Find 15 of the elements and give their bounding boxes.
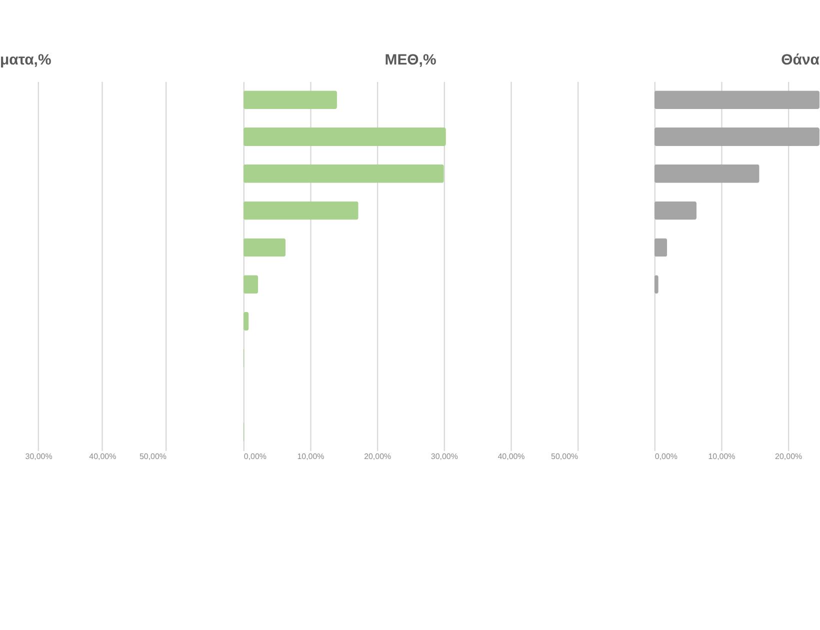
chart-title: ματα,% xyxy=(0,51,52,68)
x-tick-label: 10,00% xyxy=(708,452,736,461)
x-tick-label: 50,00% xyxy=(139,452,166,461)
x-tick-label: 30,00% xyxy=(430,452,458,461)
x-tick-label: 30,00% xyxy=(25,452,52,461)
x-tick-label: 40,00% xyxy=(498,452,525,461)
x-tick-label: 50,00% xyxy=(551,452,578,461)
x-tick-label: 20,00% xyxy=(364,452,392,461)
x-tick-label: 20,00% xyxy=(775,452,802,461)
chart-title: ΜΕΘ,% xyxy=(384,51,436,68)
x-tick-label: 0,00% xyxy=(244,452,267,461)
x-tick-label: 40,00% xyxy=(89,452,116,461)
x-tick-label: 0,00% xyxy=(654,452,678,461)
chart-title: Θάνα xyxy=(781,51,820,68)
x-tick-label: 10,00% xyxy=(297,452,324,461)
